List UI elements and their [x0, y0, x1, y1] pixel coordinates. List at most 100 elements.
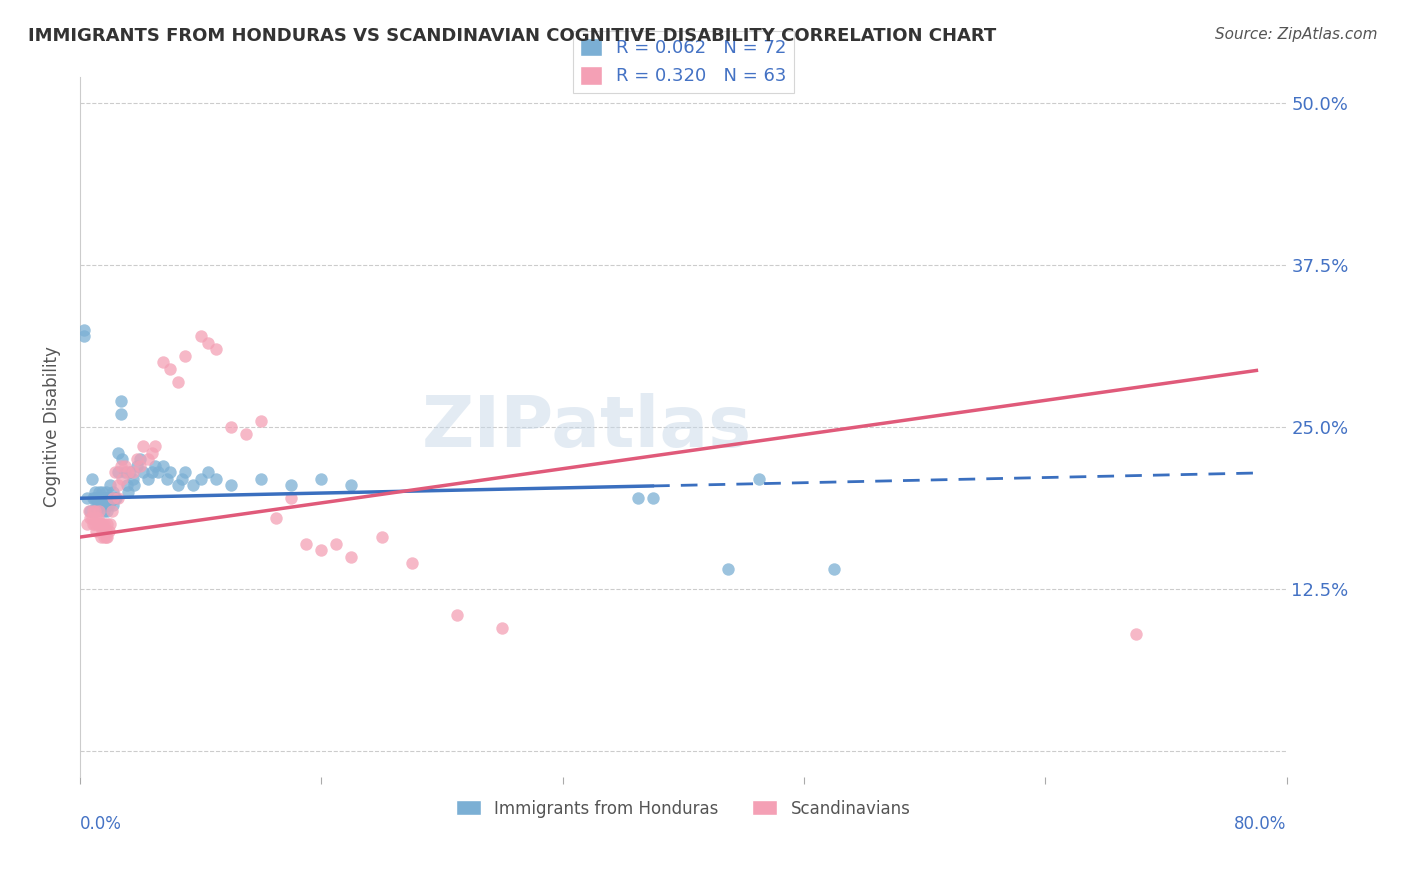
Point: [93, 517, 115, 532]
Point: [89, 517, 111, 532]
Point: [204, 472, 226, 486]
Point: [73, 329, 96, 343]
Point: [97, 491, 120, 506]
Point: [105, 491, 128, 506]
Text: IMMIGRANTS FROM HONDURAS VS SCANDINAVIAN COGNITIVE DISABILITY CORRELATION CHART: IMMIGRANTS FROM HONDURAS VS SCANDINAVIAN…: [28, 27, 997, 45]
Point: [370, 530, 392, 544]
Point: [103, 466, 125, 480]
Point: [73, 323, 96, 337]
Point: [190, 472, 212, 486]
Point: [89, 504, 111, 518]
Point: [111, 472, 134, 486]
Point: [89, 491, 111, 506]
Point: [101, 498, 124, 512]
Point: [91, 491, 114, 506]
Point: [91, 524, 114, 538]
Point: [96, 530, 118, 544]
Point: [87, 510, 110, 524]
Point: [143, 440, 166, 454]
Point: [143, 458, 166, 473]
Point: [79, 504, 101, 518]
Point: [94, 484, 117, 499]
Point: [93, 504, 115, 518]
Point: [823, 562, 845, 576]
Point: [84, 484, 107, 499]
Point: [204, 343, 226, 357]
Point: [110, 407, 132, 421]
Point: [219, 478, 242, 492]
Point: [79, 510, 101, 524]
Point: [110, 394, 132, 409]
Point: [340, 478, 363, 492]
Point: [76, 491, 98, 506]
Text: 0.0%: 0.0%: [80, 815, 122, 833]
Point: [129, 458, 152, 473]
Point: [98, 517, 121, 532]
Point: [401, 556, 423, 570]
Point: [641, 491, 664, 506]
Point: [159, 466, 181, 480]
Text: 80.0%: 80.0%: [1234, 815, 1286, 833]
Point: [107, 491, 129, 506]
Point: [491, 621, 513, 635]
Point: [122, 478, 145, 492]
Point: [717, 562, 740, 576]
Point: [77, 504, 100, 518]
Point: [94, 524, 117, 538]
Point: [136, 452, 159, 467]
Point: [219, 420, 242, 434]
Point: [91, 484, 114, 499]
Point: [121, 472, 143, 486]
Point: [190, 329, 212, 343]
Point: [90, 530, 112, 544]
Point: [98, 478, 121, 492]
Point: [148, 466, 170, 480]
Point: [172, 472, 194, 486]
Point: [100, 491, 122, 506]
Point: [325, 536, 347, 550]
Point: [86, 524, 108, 538]
Point: [1125, 627, 1147, 641]
Point: [295, 536, 318, 550]
Point: [90, 491, 112, 506]
Point: [89, 484, 111, 499]
Point: [118, 466, 141, 480]
Point: [110, 458, 132, 473]
Point: [82, 504, 104, 518]
Point: [93, 530, 115, 544]
Point: [107, 466, 129, 480]
Point: [117, 484, 139, 499]
Point: [114, 466, 136, 480]
Point: [101, 491, 124, 506]
Point: [115, 478, 138, 492]
Point: [94, 530, 117, 544]
Point: [103, 491, 125, 506]
Point: [129, 452, 152, 467]
Point: [280, 491, 302, 506]
Point: [748, 472, 770, 486]
Point: [97, 498, 120, 512]
Point: [90, 498, 112, 512]
Point: [117, 466, 139, 480]
Point: [197, 335, 219, 350]
Point: [90, 517, 112, 532]
Point: [132, 440, 155, 454]
Y-axis label: Cognitive Disability: Cognitive Disability: [44, 347, 60, 508]
Point: [167, 375, 190, 389]
Point: [96, 498, 118, 512]
Point: [159, 361, 181, 376]
Point: [167, 478, 190, 492]
Point: [80, 472, 103, 486]
Point: [280, 478, 302, 492]
Point: [94, 491, 117, 506]
Point: [91, 517, 114, 532]
Point: [250, 413, 273, 427]
Point: [82, 517, 104, 532]
Point: [250, 472, 273, 486]
Point: [174, 349, 197, 363]
Text: ZIPatlas: ZIPatlas: [422, 392, 752, 461]
Point: [309, 472, 332, 486]
Point: [97, 524, 120, 538]
Point: [86, 504, 108, 518]
Point: [141, 446, 163, 460]
